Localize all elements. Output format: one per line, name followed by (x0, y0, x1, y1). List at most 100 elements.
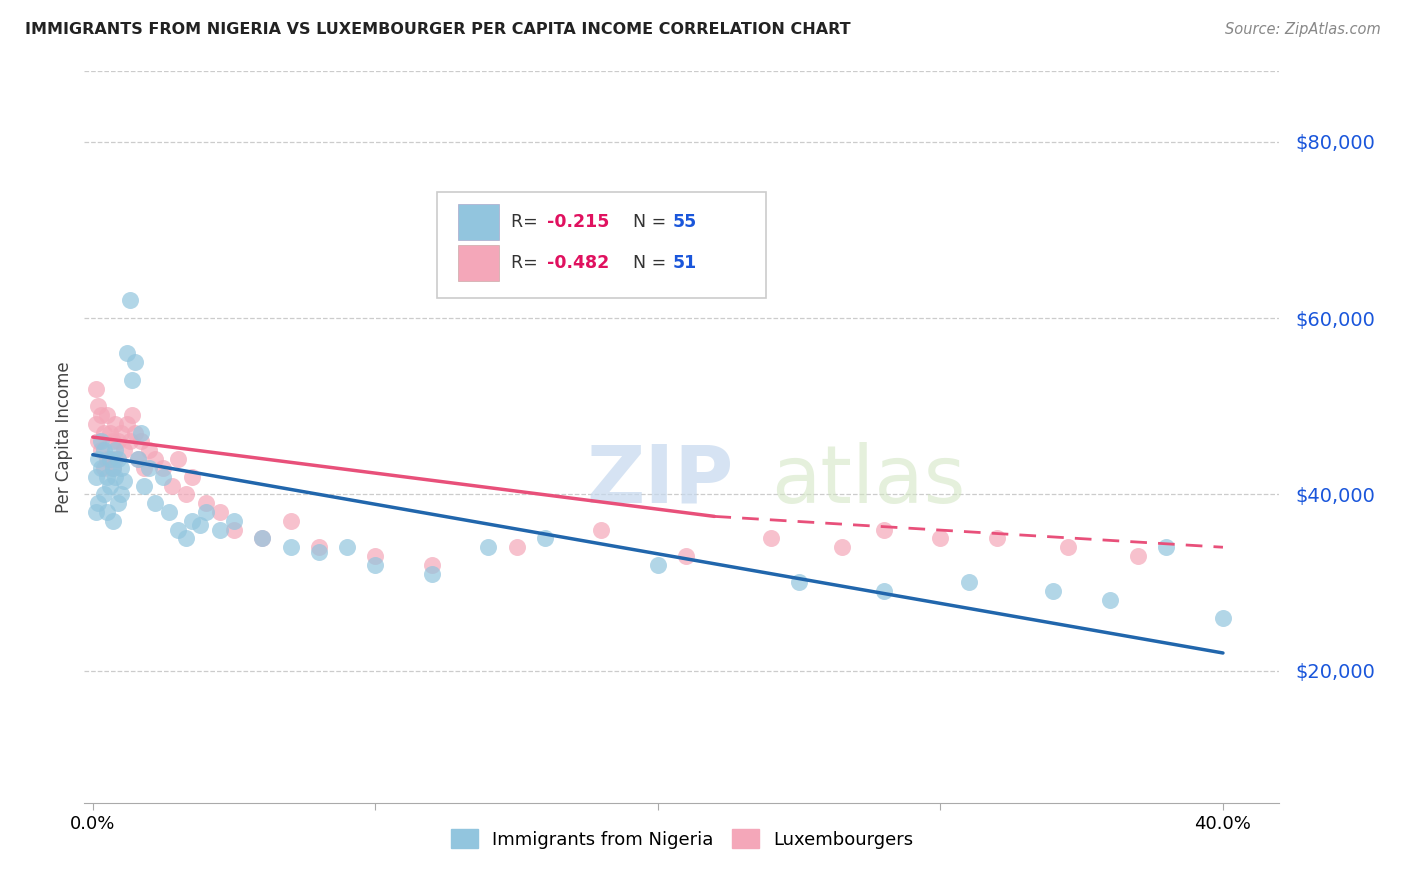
Point (152, 461, 174, 475)
Point (138, 443, 160, 458)
Point (110, 487, 132, 501)
Point (180, 469, 202, 483)
Point (157, 505, 180, 519)
Point (873, 584, 896, 599)
Point (87, 434, 110, 449)
Point (121, 408, 143, 422)
Point (96, 408, 118, 422)
Point (90, 443, 112, 458)
Point (647, 558, 669, 572)
Point (101, 434, 124, 449)
Text: atlas: atlas (772, 442, 966, 520)
Point (174, 532, 197, 546)
Point (84, 417, 107, 431)
Point (831, 540, 853, 554)
Point (96, 469, 118, 483)
Point (107, 496, 129, 510)
Point (152, 469, 174, 483)
Point (90, 408, 112, 422)
Point (505, 540, 527, 554)
Text: ZIP: ZIP (586, 442, 734, 520)
FancyBboxPatch shape (458, 204, 499, 240)
Point (112, 474, 135, 488)
Point (224, 514, 246, 528)
Point (104, 443, 127, 458)
Point (420, 566, 443, 581)
Point (96, 452, 118, 467)
Y-axis label: Per Capita Income: Per Capita Income (55, 361, 73, 513)
Text: IMMIGRANTS FROM NIGERIA VS LUXEMBOURGER PER CAPITA INCOME CORRELATION CHART: IMMIGRANTS FROM NIGERIA VS LUXEMBOURGER … (25, 22, 851, 37)
Point (174, 487, 197, 501)
Text: 51: 51 (672, 254, 696, 272)
Text: N =: N = (623, 254, 672, 272)
Point (104, 452, 127, 467)
Text: -0.215: -0.215 (547, 213, 609, 231)
Point (87, 452, 110, 467)
Point (208, 523, 231, 537)
Point (1212, 611, 1234, 625)
Point (115, 417, 138, 431)
Point (138, 461, 160, 475)
Point (90, 461, 112, 475)
Text: Source: ZipAtlas.com: Source: ZipAtlas.com (1225, 22, 1381, 37)
Point (143, 452, 166, 467)
Text: 55: 55 (672, 213, 696, 231)
Point (98, 478, 121, 492)
Point (115, 346, 138, 360)
Point (93, 461, 115, 475)
Point (252, 532, 274, 546)
Point (107, 452, 129, 467)
Point (929, 532, 952, 546)
Point (477, 540, 499, 554)
Point (129, 425, 152, 440)
Point (107, 434, 129, 449)
Point (101, 514, 124, 528)
Point (188, 518, 211, 533)
Point (87, 496, 110, 510)
Point (308, 540, 330, 554)
Text: N =: N = (623, 213, 672, 231)
Point (1128, 549, 1150, 563)
Point (127, 452, 149, 467)
Point (112, 443, 135, 458)
Point (101, 461, 124, 475)
Point (194, 505, 217, 519)
Point (132, 461, 155, 475)
Point (121, 373, 143, 387)
Point (90, 434, 112, 449)
Point (336, 540, 359, 554)
Point (873, 523, 896, 537)
Point (124, 425, 146, 440)
Point (280, 540, 302, 554)
Point (132, 478, 155, 492)
Point (675, 549, 697, 563)
Point (93, 425, 115, 440)
Point (96, 505, 118, 519)
Point (84, 505, 107, 519)
Point (252, 532, 274, 546)
Point (208, 505, 231, 519)
Point (420, 558, 443, 572)
Point (1056, 540, 1078, 554)
FancyBboxPatch shape (458, 245, 499, 281)
FancyBboxPatch shape (437, 192, 766, 298)
Point (591, 523, 613, 537)
Point (93, 443, 115, 458)
Text: R=: R= (510, 254, 543, 272)
Point (280, 514, 302, 528)
Point (98, 452, 121, 467)
Point (110, 425, 132, 440)
Point (534, 532, 557, 546)
Text: R=: R= (510, 213, 543, 231)
Point (98, 425, 121, 440)
Point (166, 523, 188, 537)
Point (143, 496, 166, 510)
Point (93, 487, 115, 501)
Point (1042, 584, 1064, 599)
Point (308, 544, 330, 558)
Point (104, 469, 127, 483)
Point (110, 461, 132, 475)
Point (118, 434, 141, 449)
Point (364, 549, 387, 563)
Point (118, 293, 141, 308)
